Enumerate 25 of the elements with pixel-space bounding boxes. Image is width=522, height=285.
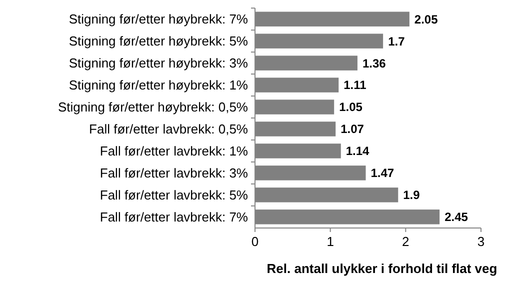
y-tick-label: Stigning før/etter høybrekk: 3% bbox=[68, 56, 248, 71]
y-tick-label: Fall før/etter lavbrekk: 0,5% bbox=[89, 122, 248, 137]
data-label: 2.45 bbox=[444, 210, 468, 224]
y-tick-label: Stigning før/etter høybrekk: 0,5% bbox=[58, 100, 248, 115]
y-tick-label: Stigning før/etter høybrekk: 7% bbox=[68, 12, 248, 27]
x-tick-label: 1 bbox=[326, 234, 334, 249]
data-label: 2.05 bbox=[414, 12, 438, 26]
y-tick-label: Fall før/etter lavbrekk: 3% bbox=[100, 165, 248, 180]
y-tick-label: Stigning før/etter høybrekk: 5% bbox=[68, 34, 248, 49]
data-label: 1.14 bbox=[346, 144, 370, 158]
x-tick-label: 2 bbox=[402, 234, 410, 249]
data-label: 1.11 bbox=[344, 78, 367, 92]
y-tick-label: Fall før/etter lavbrekk: 1% bbox=[100, 144, 248, 159]
y-tick-label: Fall før/etter lavbrekk: 5% bbox=[100, 187, 248, 202]
data-label: 1.7 bbox=[388, 34, 406, 48]
x-axis-title: Rel. antall ulykker i forhold til flat veg bbox=[266, 261, 498, 276]
data-label: 1.47 bbox=[370, 166, 394, 180]
data-label: 1.9 bbox=[403, 188, 420, 202]
y-tick-label: Fall før/etter lavbrekk: 7% bbox=[100, 209, 248, 224]
data-label: 1.07 bbox=[340, 122, 364, 136]
x-tick-label: 3 bbox=[477, 234, 485, 249]
y-tick-label: Stigning før/etter høybrekk: 1% bbox=[68, 78, 248, 93]
data-label: 1.36 bbox=[362, 56, 386, 70]
data-label: 1.05 bbox=[339, 100, 363, 114]
x-tick-label: 0 bbox=[251, 234, 259, 249]
